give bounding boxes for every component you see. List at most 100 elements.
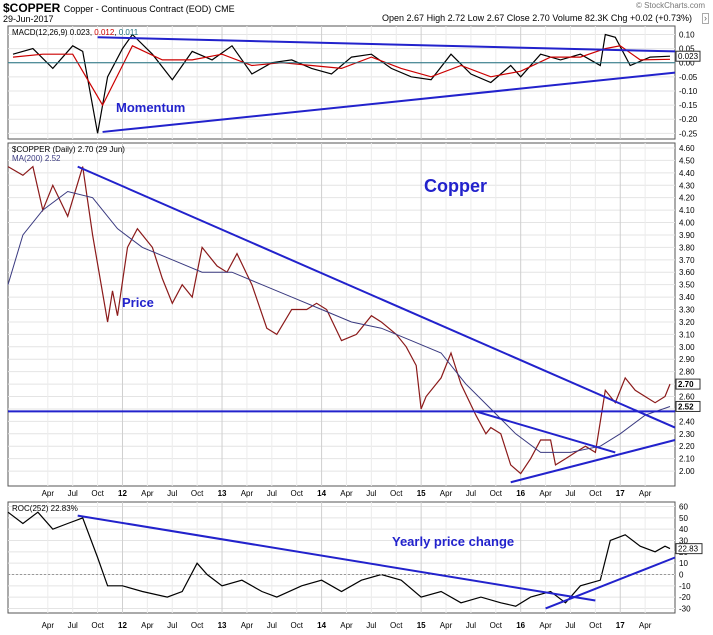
x-tick-label: Oct — [91, 489, 104, 498]
y-tick-label: 3.30 — [679, 306, 695, 315]
y-tick-label: 30 — [679, 537, 688, 546]
x-tick-label: 13 — [218, 489, 227, 498]
y-tick-label: -20 — [679, 593, 691, 602]
y-tick-label: 2.60 — [679, 393, 695, 402]
current-value-label: 2.70 — [678, 380, 694, 389]
y-tick-label: 4.50 — [679, 156, 695, 165]
x-tick-label: Apr — [141, 621, 154, 630]
legend-sep: , — [114, 28, 118, 37]
x-tick-label: Apr — [440, 621, 453, 630]
x-tick-label: Oct — [390, 621, 403, 630]
trendline — [77, 514, 596, 602]
y-tick-label: 60 — [679, 503, 688, 512]
x-tick-label: Jul — [466, 489, 476, 498]
x-tick-label: Apr — [42, 621, 55, 630]
x-tick-label: Apr — [241, 621, 254, 630]
y-tick-label: 3.50 — [679, 281, 695, 290]
x-tick-label: Apr — [241, 489, 254, 498]
y-tick-label: 2.40 — [679, 417, 695, 426]
x-tick-label: Apr — [639, 489, 652, 498]
annotation-copper: Copper — [424, 176, 487, 196]
y-tick-label: 2.90 — [679, 355, 695, 364]
y-tick-label: -10 — [679, 582, 691, 591]
current-value-label: 22.83 — [678, 545, 699, 554]
x-tick-label: Apr — [340, 621, 353, 630]
x-tick-label: 16 — [516, 621, 525, 630]
y-tick-label: 0 — [679, 570, 684, 579]
chart-title: $COPPER Copper - Continuous Contract (EO… — [3, 1, 235, 15]
low-value: 2.67 — [486, 13, 505, 23]
volume-value: 82.3K — [584, 13, 609, 23]
quote-stats: Open 2.67 High 2.72 Low 2.67 Close 2.70 … — [382, 13, 692, 23]
y-tick-label: 50 — [679, 514, 688, 523]
annotation-price: Price — [122, 295, 154, 310]
x-tick-label: Apr — [440, 489, 453, 498]
open-value: 2.67 — [406, 13, 425, 23]
y-tick-label: 2.80 — [679, 368, 695, 377]
y-tick-label: 10 — [679, 559, 688, 568]
y-tick-label: 4.60 — [679, 144, 695, 153]
current-value-label: 0.023 — [678, 52, 699, 61]
x-tick-label: Jul — [267, 489, 277, 498]
instrument-name: Copper - Continuous Contract (EOD) — [63, 4, 212, 14]
x-tick-label: Oct — [490, 489, 503, 498]
x-tick-label: Oct — [290, 621, 303, 630]
y-tick-label: 0.05 — [679, 45, 695, 54]
macd-signal-value: 0.012 — [94, 28, 115, 37]
series-line-roc252 — [7, 511, 671, 607]
y-tick-label: -0.10 — [679, 87, 698, 96]
change-value: +0.02 (+0.73%) — [629, 13, 692, 23]
x-tick-label: Jul — [167, 621, 177, 630]
annotation-momentum: Momentum — [116, 100, 185, 115]
trendline — [545, 556, 676, 610]
x-tick-label: Jul — [68, 489, 78, 498]
x-tick-label: Oct — [191, 489, 204, 498]
trendline — [102, 71, 676, 133]
x-tick-label: Oct — [390, 489, 403, 498]
x-tick-label: Oct — [91, 621, 104, 630]
x-tick-label: Apr — [141, 489, 154, 498]
y-tick-label: 2.20 — [679, 442, 695, 451]
y-tick-label: 2.00 — [679, 467, 695, 476]
current-value-marker — [675, 378, 701, 390]
x-tick-label: Oct — [589, 489, 602, 498]
y-tick-label: 3.20 — [679, 318, 695, 327]
series-line-copper — [7, 165, 671, 475]
ma-legend: MA(200) 2.52 — [12, 154, 61, 163]
x-tick-label: Apr — [42, 489, 55, 498]
x-tick-label: Oct — [490, 621, 503, 630]
x-tick-label: 14 — [317, 489, 326, 498]
y-tick-label: -0.25 — [679, 129, 698, 138]
y-tick-label: 3.70 — [679, 256, 695, 265]
current-value-marker — [675, 50, 701, 62]
x-tick-label: Jul — [366, 489, 376, 498]
y-tick-label: -0.05 — [679, 73, 698, 82]
annotation-yearly: Yearly price change — [392, 534, 514, 549]
x-tick-label: Jul — [167, 489, 177, 498]
x-tick-label: Jul — [466, 621, 476, 630]
price-legend: $COPPER (Daily) 2.70 (29 Jun) — [12, 145, 125, 154]
current-value-marker — [675, 543, 703, 555]
y-tick-label: 2.30 — [679, 430, 695, 439]
x-tick-label: 15 — [417, 489, 426, 498]
x-tick-label: Jul — [68, 621, 78, 630]
symbol: $COPPER — [3, 1, 61, 15]
y-tick-label: 4.10 — [679, 206, 695, 215]
current-value-marker — [675, 400, 701, 412]
x-tick-label: Oct — [290, 489, 303, 498]
x-tick-label: Apr — [539, 621, 552, 630]
x-tick-label: 13 — [218, 621, 227, 630]
x-tick-label: Jul — [565, 621, 575, 630]
y-tick-label: 3.00 — [679, 343, 695, 352]
macd-legend: MACD(12,26,9) 0.023, 0.012, 0.011 — [12, 28, 139, 37]
y-tick-label: 4.20 — [679, 194, 695, 203]
brand-watermark: © StockCharts.com — [635, 1, 705, 10]
x-tick-label: Jul — [366, 621, 376, 630]
chart-date: 29-Jun-2017 — [3, 14, 54, 24]
chevron-right-icon[interactable]: › — [702, 13, 709, 24]
x-tick-label: Oct — [589, 621, 602, 630]
y-tick-label: 0.10 — [679, 30, 695, 39]
x-tick-label: 17 — [616, 489, 625, 498]
